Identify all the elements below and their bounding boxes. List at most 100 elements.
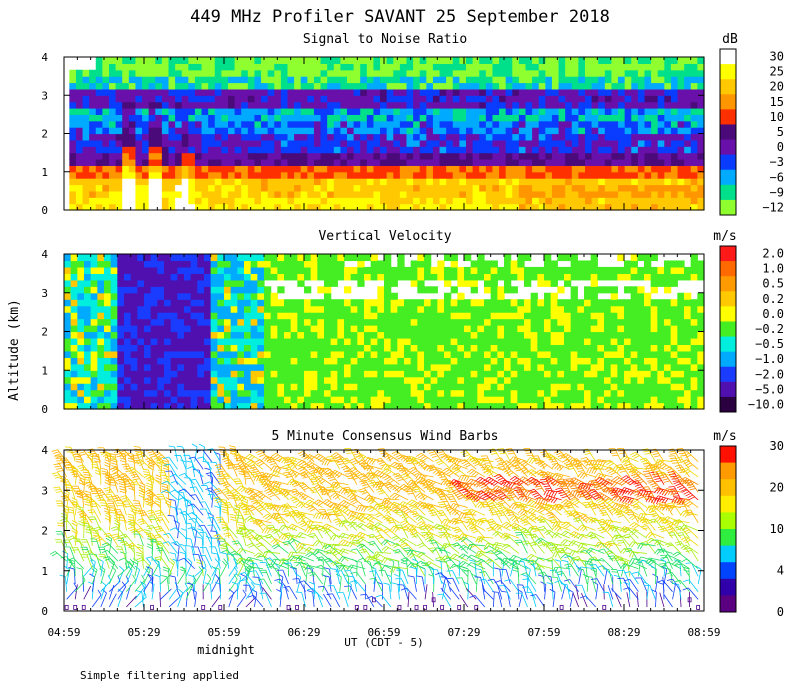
vv-cell [664,260,672,268]
snr-cell [591,152,599,160]
vv-cell [677,299,685,307]
vv-cell [104,376,112,384]
vv-cell [377,376,385,384]
vv-cell [457,299,465,307]
snr-cell [333,101,341,109]
vv-cell [124,292,132,300]
vv-cell [464,305,472,313]
vv-cell [450,370,458,378]
vv-cell [77,331,85,339]
vv-cell [517,350,525,358]
wind-barb [76,567,85,585]
wind-barb-flag [54,453,61,456]
vv-cell [524,299,532,307]
snr-cell [102,76,110,84]
snr-cell [637,165,646,173]
snr-cell [446,190,454,198]
vv-cell [77,266,85,274]
vv-cell [604,344,612,352]
vv-cell [664,363,672,371]
snr-cell [485,114,494,122]
vv-cell [64,363,72,371]
snr-cell [571,82,579,90]
vv-cell [690,376,698,384]
snr-cell [234,76,242,84]
vv-cell [364,318,372,326]
colorbar-swatch [720,306,736,322]
vv-cell [204,260,212,268]
vv-cell [290,370,298,378]
wind-barb-flag [70,501,77,504]
snr-cell [366,197,375,205]
snr-cell [234,127,242,135]
snr-cell [439,63,447,71]
snr-cell [505,76,513,84]
snr-cell [697,101,705,109]
snr-cell [360,101,368,109]
snr-cell [406,152,414,160]
wind-barb-flag [75,458,82,461]
snr-cell [221,95,229,103]
snr-cell [525,146,533,154]
snr-cell [267,133,275,141]
vv-cell [570,363,578,371]
vv-cell [170,389,178,397]
snr-cell [102,197,110,205]
vv-cell [630,325,638,333]
snr-cell [446,95,454,103]
snr-cell [604,133,613,141]
snr-cell [294,108,302,115]
snr-cell [386,159,394,166]
vv-cell [577,389,585,397]
vv-cell [110,312,118,320]
snr-cell [95,133,103,141]
snr-cell [320,190,328,198]
vv-cell [384,325,392,333]
vv-cell [90,273,98,281]
vv-cell [697,344,705,352]
vv-cell [484,305,492,313]
snr-cell [518,69,527,77]
vv-cell [137,370,145,378]
snr-cell [631,82,639,90]
snr-cell [221,184,229,192]
snr-cell [313,101,322,109]
vv-cell [597,299,605,307]
snr-cell [254,120,262,128]
vv-cell [664,402,672,410]
vv-cell [97,370,105,378]
vv-cell [337,260,345,268]
snr-cell [161,69,170,77]
snr-cell [565,69,573,77]
vv-cell [277,396,285,404]
snr-cell [307,146,315,154]
snr-cell [175,190,183,198]
snr-cell [466,63,474,71]
wind-barb-flag [53,486,60,489]
vv-cell [77,389,85,397]
wind-barb-flag [51,552,58,557]
vv-cell [270,325,278,333]
snr-cell [525,63,533,71]
vv-cell [537,299,545,307]
wind-barb-flag [51,472,58,475]
vv-cell [130,357,138,365]
snr-cell [95,63,103,71]
vv-cell [250,383,258,391]
snr-cell [697,127,705,135]
vv-cell [677,305,685,313]
vv-cell [690,363,698,371]
snr-cell [585,133,593,141]
snr-cell [399,95,408,103]
vv-cell [624,318,632,326]
vv-cell [437,325,445,333]
snr-cell [697,184,705,192]
snr-cell [585,127,593,135]
vv-cell [504,325,512,333]
snr-cell [135,57,143,64]
vv-cell [97,363,105,371]
vv-cell [224,370,232,378]
snr-cell [95,203,103,211]
